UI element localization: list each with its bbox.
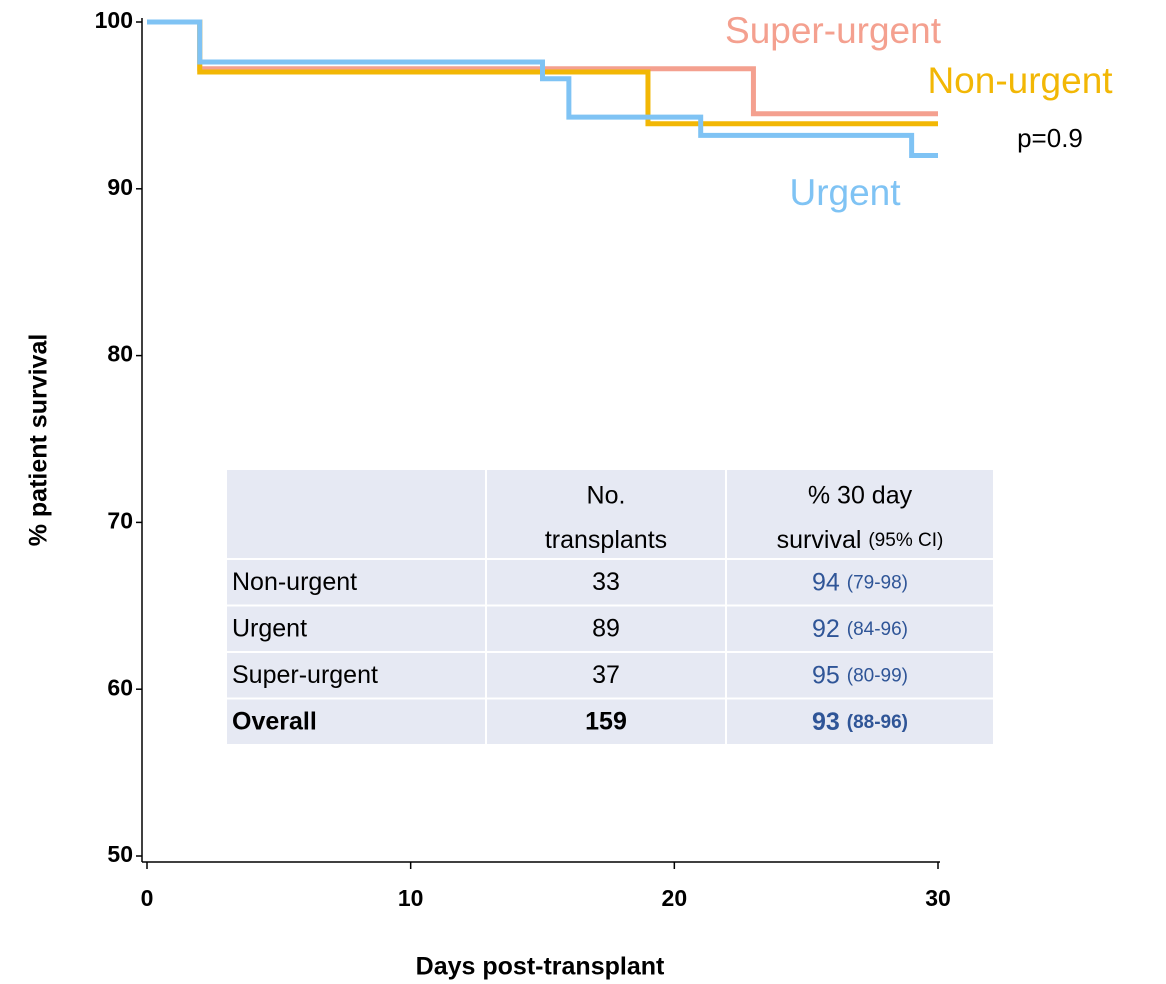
- table-count: 37: [592, 661, 620, 689]
- table-header-text: survival: [777, 526, 862, 554]
- y-tick-label: 60: [107, 674, 133, 700]
- table-row-label: Non-urgent: [232, 568, 357, 596]
- survival-value: 92: [812, 614, 840, 642]
- table-row-label: Overall: [232, 707, 317, 735]
- table-row-label: Super-urgent: [232, 661, 378, 689]
- survival-ci: (79-98): [847, 572, 908, 593]
- table-cell-bg: [227, 699, 485, 744]
- x-tick-label: 0: [141, 885, 154, 911]
- y-axis-title: % patient survival: [25, 334, 53, 547]
- table-cell-bg: [487, 560, 725, 605]
- table-header-bg: [487, 470, 725, 558]
- table-survival: 93 (88-96): [812, 707, 908, 735]
- survival-curve: [147, 19, 938, 158]
- x-tick-label: 20: [662, 885, 688, 911]
- table-header-text: transplants: [545, 526, 667, 554]
- series-label: Non-urgent: [927, 60, 1113, 101]
- table-row-label: Urgent: [232, 614, 307, 642]
- series-label: Urgent: [789, 172, 901, 213]
- table-cell-bg: [487, 699, 725, 744]
- survival-ci: (84-96): [847, 619, 908, 640]
- y-tick-label: 90: [107, 174, 133, 200]
- y-tick-label: 100: [95, 7, 133, 33]
- table-count: 159: [585, 707, 627, 735]
- table-survival: 95 (80-99): [812, 661, 908, 689]
- table-count: 89: [592, 614, 620, 642]
- x-tick-label: 10: [398, 885, 424, 911]
- table-cell-bg: [727, 560, 993, 605]
- y-tick-label: 80: [107, 341, 133, 367]
- survival-ci: (88-96): [847, 712, 908, 733]
- table-cell-bg: [227, 560, 485, 605]
- table-cell-bg: [227, 653, 485, 698]
- survival-value: 94: [812, 568, 840, 596]
- table-cell-bg: [727, 699, 993, 744]
- series-label: Super-urgent: [725, 10, 942, 51]
- table-header: transplants: [545, 526, 667, 554]
- table-cell-bg: [487, 653, 725, 698]
- table-header: survival (95% CI): [777, 526, 944, 554]
- y-tick-label: 50: [107, 841, 133, 867]
- table-survival: 94 (79-98): [812, 568, 908, 596]
- table-header-bg: [227, 470, 485, 558]
- survival-ci: (80-99): [847, 665, 908, 686]
- table-cell-bg: [727, 653, 993, 698]
- y-tick-label: 70: [107, 507, 133, 533]
- p-value: p=0.9: [1017, 123, 1083, 153]
- table-survival: 92 (84-96): [812, 614, 908, 642]
- table-cell-bg: [227, 606, 485, 651]
- table-cell-bg: [727, 606, 993, 651]
- table-count: 33: [592, 568, 620, 596]
- survival-value: 93: [812, 707, 840, 735]
- x-axis-title: Days post-transplant: [416, 953, 665, 981]
- x-tick-label: 30: [925, 885, 951, 911]
- table-header-note: (95% CI): [868, 530, 943, 551]
- table-header-bg: [727, 470, 993, 558]
- table-header: % 30 day: [808, 482, 913, 510]
- table-cell-bg: [487, 606, 725, 651]
- table-header: No.: [587, 482, 626, 510]
- survival-value: 95: [812, 661, 840, 689]
